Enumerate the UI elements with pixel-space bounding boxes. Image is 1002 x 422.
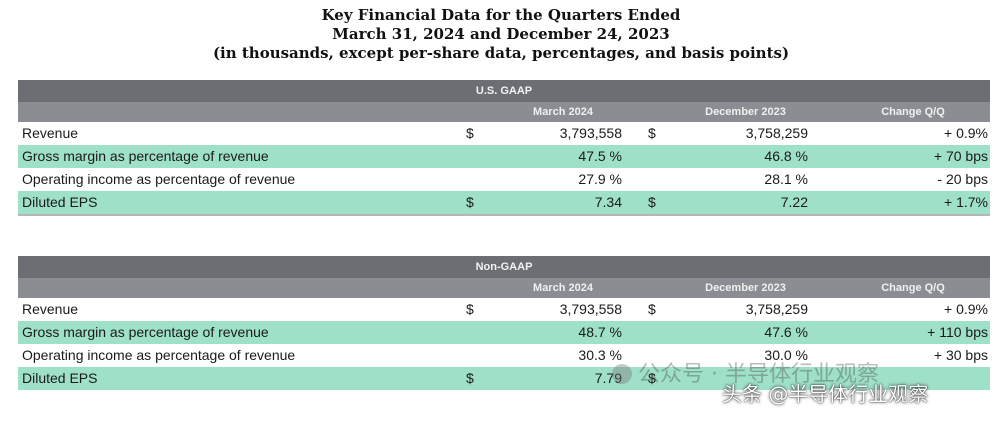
column-header-change: Change Q/Q — [881, 106, 945, 118]
table-row: Operating income as percentage of revenu… — [18, 344, 990, 367]
watermark-wechat: 公众号 · 半导体行业观察 — [612, 356, 879, 388]
current-value: 7.34 — [594, 194, 622, 210]
table-row: Revenue $ 3,793,558 $ 3,758,259 + 0.9% — [18, 298, 990, 321]
watermark-toutiao: 头条 @半导体行业观察 — [722, 382, 929, 406]
wechat-icon — [612, 364, 632, 384]
table-row: Operating income as percentage of revenu… — [18, 168, 990, 191]
current-value: 7.79 — [594, 370, 622, 386]
column-header-current: March 2024 — [533, 282, 593, 294]
table-row: Gross margin as percentage of revenue 48… — [18, 321, 990, 344]
table-divider — [18, 214, 990, 216]
change-value: + 0.9% — [944, 301, 988, 317]
column-header-current: March 2024 — [533, 106, 593, 118]
dollar-sign: $ — [466, 194, 474, 210]
column-header-change: Change Q/Q — [881, 282, 945, 294]
us-gaap-column-header: March 2024 December 2023 Change Q/Q — [18, 102, 990, 122]
row-label: Diluted EPS — [22, 194, 98, 210]
prior-value: 30.0 % — [764, 347, 808, 363]
change-value: + 110 bps — [927, 324, 988, 340]
column-header-prior: December 2023 — [705, 106, 786, 118]
change-value: - 20 bps — [937, 171, 988, 187]
current-value: 3,793,558 — [559, 301, 622, 317]
title-line-3: (in thousands, except per-share data, pe… — [212, 44, 790, 62]
change-value: + 0.9% — [944, 125, 988, 141]
us-gaap-table: U.S. GAAP March 2024 December 2023 Chang… — [18, 80, 990, 216]
current-value: 48.7 % — [578, 324, 622, 340]
dollar-sign: $ — [466, 125, 474, 141]
prior-value: 28.1 % — [764, 171, 808, 187]
report-title: Key Financial Data for the Quarters Ende… — [0, 6, 1002, 63]
row-label: Operating income as percentage of revenu… — [22, 171, 296, 187]
row-label: Operating income as percentage of revenu… — [22, 347, 296, 363]
title-line-1: Key Financial Data for the Quarters Ende… — [321, 6, 681, 24]
non-gaap-table: Non-GAAP March 2024 December 2023 Change… — [18, 256, 990, 390]
current-value: 27.9 % — [578, 171, 622, 187]
table-row: Diluted EPS $ 7.34 $ 7.22 + 1.7% — [18, 191, 990, 214]
prior-value: 47.6 % — [764, 324, 808, 340]
prior-value: 3,758,259 — [745, 125, 808, 141]
row-label: Revenue — [22, 301, 79, 317]
non-gaap-column-header: March 2024 December 2023 Change Q/Q — [18, 278, 990, 298]
row-label: Revenue — [22, 125, 79, 141]
change-value: + 30 bps — [933, 347, 988, 363]
current-value: 3,793,558 — [559, 125, 622, 141]
dollar-sign: $ — [648, 125, 656, 141]
column-header-prior: December 2023 — [705, 282, 786, 294]
prior-value: 7.22 — [780, 194, 808, 210]
change-value: + 1.7% — [944, 194, 988, 210]
row-label: Gross margin as percentage of revenue — [22, 148, 269, 164]
dollar-sign: $ — [466, 301, 474, 317]
row-label: Gross margin as percentage of revenue — [22, 324, 269, 340]
dollar-sign: $ — [648, 194, 656, 210]
change-value: + 70 bps — [933, 148, 988, 164]
non-gaap-section-header: Non-GAAP — [18, 256, 990, 278]
table-row: Revenue $ 3,793,558 $ 3,758,259 + 0.9% — [18, 122, 990, 145]
prior-value: 46.8 % — [764, 148, 808, 164]
watermark-text: 公众号 · 半导体行业观察 — [638, 362, 879, 387]
dollar-sign: $ — [466, 370, 474, 386]
row-label: Diluted EPS — [22, 370, 98, 386]
dollar-sign: $ — [648, 370, 656, 386]
table-row: Diluted EPS $ 7.79 $ — [18, 367, 990, 390]
title-line-2: March 31, 2024 and December 24, 2023 — [332, 25, 670, 43]
current-value: 47.5 % — [578, 148, 622, 164]
dollar-sign: $ — [648, 301, 656, 317]
current-value: 30.3 % — [578, 347, 622, 363]
prior-value: 3,758,259 — [745, 301, 808, 317]
table-row: Gross margin as percentage of revenue 47… — [18, 145, 990, 168]
us-gaap-section-header: U.S. GAAP — [18, 80, 990, 102]
